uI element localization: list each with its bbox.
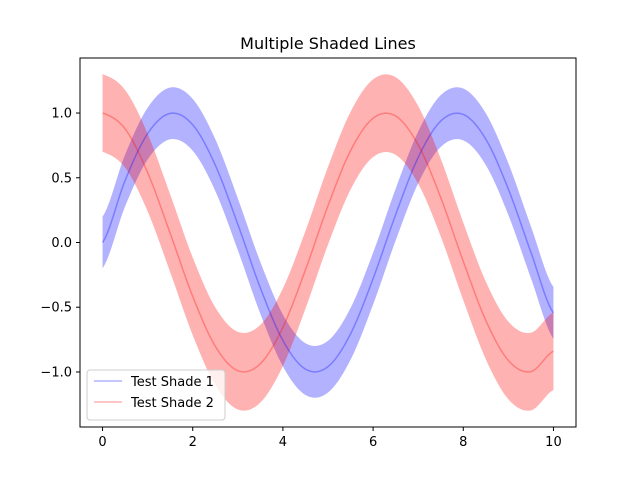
y-tick-label: 0.5 bbox=[51, 171, 72, 186]
y-tick-label: −0.5 bbox=[40, 301, 72, 316]
y-tick-label: 1.0 bbox=[51, 107, 72, 122]
x-tick-label: 4 bbox=[279, 435, 287, 450]
plot-layer bbox=[101, 74, 555, 411]
series-1-line bbox=[101, 112, 555, 373]
series-1-band bbox=[102, 87, 554, 398]
x-tick-label: 6 bbox=[369, 435, 377, 450]
y-tick-label: −1.0 bbox=[40, 365, 72, 380]
y-axis: −1.0 −0.5 0.0 0.5 1.0 bbox=[40, 107, 80, 380]
legend-label-1: Test Shade 1 bbox=[130, 375, 214, 390]
legend-label-2: Test Shade 2 bbox=[130, 396, 214, 411]
legend-box bbox=[86, 369, 226, 421]
chart-title: Multiple Shaded Lines bbox=[240, 34, 416, 53]
series-2-band bbox=[102, 74, 554, 411]
x-axis: 0 2 4 6 8 10 bbox=[98, 427, 562, 450]
x-tick-label: 0 bbox=[98, 435, 106, 450]
series-2-line bbox=[102, 112, 554, 373]
y-tick-label: 0.0 bbox=[51, 236, 72, 251]
x-tick-label: 8 bbox=[459, 435, 467, 450]
legend: Test Shade 1 Test Shade 2 bbox=[86, 369, 226, 421]
x-tick-label: 2 bbox=[189, 435, 197, 450]
x-tick-label: 10 bbox=[545, 435, 562, 450]
